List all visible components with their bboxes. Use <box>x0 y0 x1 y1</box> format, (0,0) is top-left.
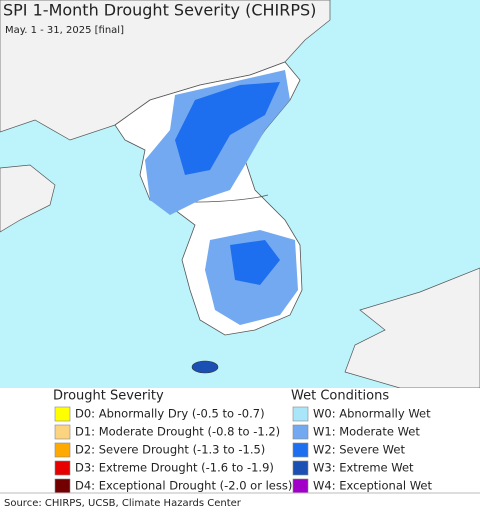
legend-label: W1: Moderate Wet <box>313 425 420 439</box>
legend-title: Wet Conditions <box>291 389 389 404</box>
title: SPI 1-Month Drought Severity (CHIRPS) <box>3 1 316 20</box>
legend-swatch <box>292 460 309 476</box>
legend-swatch <box>54 478 71 494</box>
legend-swatch <box>54 460 71 476</box>
legend-swatch <box>292 478 309 494</box>
legend-label: W4: Exceptional Wet <box>313 479 432 493</box>
wet-severe-south <box>230 240 280 285</box>
legend-label: D2: Severe Drought (-1.3 to -1.5) <box>75 443 265 457</box>
shandong <box>0 164 56 233</box>
legend-swatch <box>292 406 309 422</box>
legend-label: W0: Abnormally Wet <box>313 407 431 421</box>
legend-swatch <box>54 406 71 422</box>
legend: Drought Severity D0: Abnormally Dry (-0.5… <box>53 389 432 494</box>
wet-severe-north <box>175 82 280 175</box>
jeju <box>191 360 219 374</box>
legend-label: D3: Extreme Drought (-1.6 to -1.9) <box>75 461 274 475</box>
legend-label: D4: Exceptional Drought (-2.0 or less) <box>75 479 292 493</box>
legend-swatch <box>54 442 71 458</box>
source: Source: CHIRPS, UCSB, Climate Hazards Ce… <box>4 498 242 509</box>
legend-title: Drought Severity <box>53 389 164 404</box>
legend-swatch <box>292 424 309 440</box>
subtitle: May. 1 - 31, 2025 [final] <box>5 25 124 36</box>
legend-label: D0: Abnormally Dry (-0.5 to -0.7) <box>75 407 265 421</box>
legend-swatch <box>54 424 71 440</box>
legend-label: D1: Moderate Drought (-0.8 to -1.2) <box>75 425 280 439</box>
legend-swatch <box>292 442 309 458</box>
legend-label: W2: Severe Wet <box>313 443 405 457</box>
legend-label: W3: Extreme Wet <box>313 461 414 475</box>
legend-panel <box>0 388 480 510</box>
